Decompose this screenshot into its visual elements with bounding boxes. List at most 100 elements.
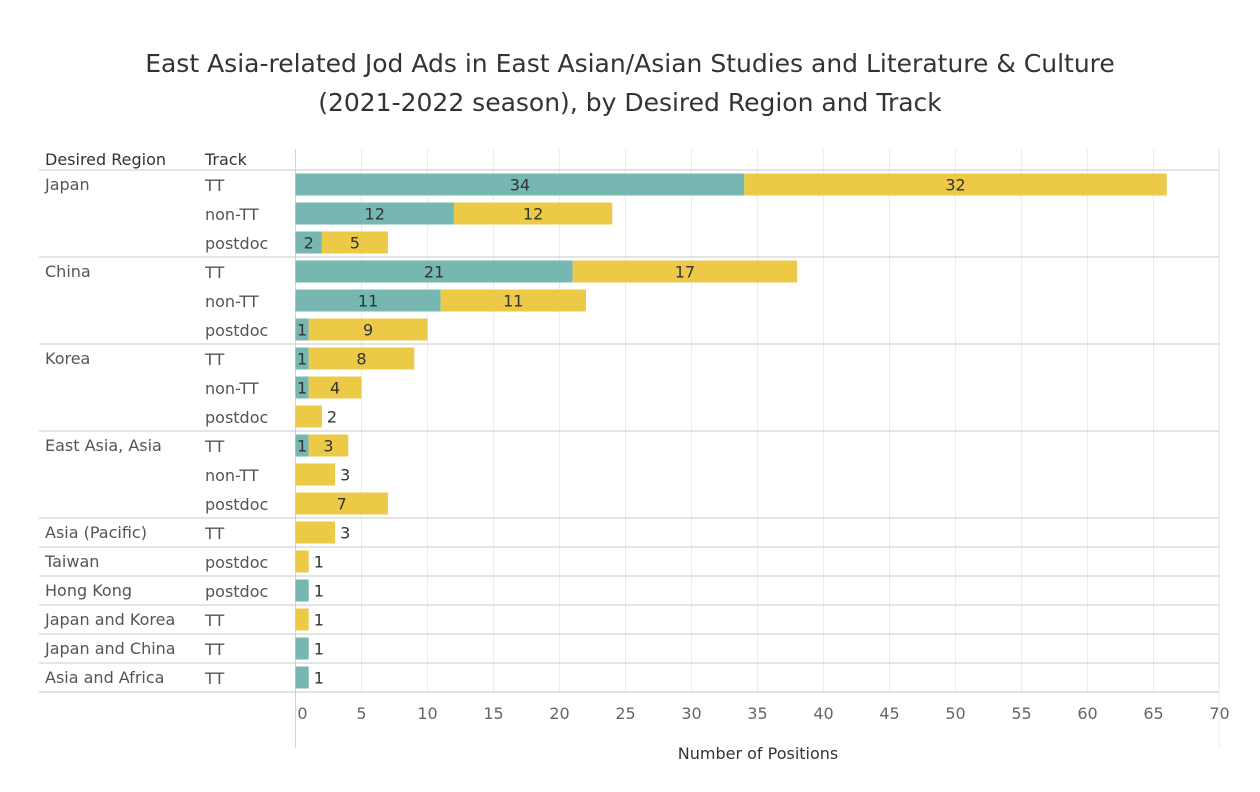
bar-segment-teal [295, 666, 309, 689]
region-label: Japan [44, 175, 90, 194]
bar-value-label: 1 [314, 582, 324, 601]
bar-segment-yellow [308, 434, 349, 457]
bar-segment-yellow [295, 405, 322, 428]
track-label: TT [204, 640, 224, 659]
track-label: postdoc [205, 495, 268, 514]
bar-segment-teal [295, 579, 309, 602]
x-tick-label: 70 [1209, 704, 1229, 723]
bar-segment-teal [295, 318, 309, 341]
region-label: Japan and China [44, 639, 176, 658]
x-tick-label: 15 [483, 704, 503, 723]
bar-segment-teal [295, 173, 745, 196]
track-label: non-TT [205, 292, 259, 311]
bar-segment-teal [295, 202, 454, 225]
bar-segment-teal [295, 347, 309, 370]
bar-value-label: 5 [350, 234, 360, 253]
bar-value-label: 1 [314, 669, 324, 688]
bar-value-label: 1 [297, 379, 307, 398]
bar-value-label: 2 [304, 234, 314, 253]
x-tick-label: 60 [1077, 704, 1097, 723]
bar-value-label: 1 [314, 640, 324, 659]
bar-value-label: 1 [314, 553, 324, 572]
bar-segment-yellow [295, 608, 309, 631]
bar-value-label: 1 [297, 437, 307, 456]
track-label: TT [204, 437, 224, 456]
x-tick-label: 45 [879, 704, 899, 723]
region-label: Hong Kong [45, 581, 132, 600]
x-tick-label: 35 [747, 704, 767, 723]
bar-value-label: 1 [297, 321, 307, 340]
bar-value-label: 1 [314, 611, 324, 630]
track-label: non-TT [205, 379, 259, 398]
bar-segment-yellow [572, 260, 798, 283]
bar-value-label: 17 [675, 263, 695, 282]
bar-segment-yellow [295, 463, 336, 486]
bar-segment-yellow [453, 202, 613, 225]
bar-segment-yellow [295, 550, 309, 573]
bar-segment-yellow [295, 492, 388, 515]
track-label: non-TT [205, 205, 259, 224]
track-label: TT [204, 263, 224, 282]
bar-value-label: 11 [358, 292, 378, 311]
bar-value-label: 32 [945, 176, 965, 195]
bar-segment-teal [295, 637, 309, 660]
x-tick-label: 55 [1011, 704, 1031, 723]
bar-segment-yellow [295, 521, 336, 544]
x-tick-label: 50 [945, 704, 965, 723]
bar-segment-yellow [321, 231, 388, 254]
bar-segment-yellow [308, 347, 415, 370]
bar-value-label: 12 [365, 205, 385, 224]
row-header-region: Desired Region [45, 150, 166, 169]
region-label: East Asia, Asia [45, 436, 162, 455]
x-axis-label: Number of Positions [678, 744, 839, 763]
track-label: postdoc [205, 582, 268, 601]
bar-segment-teal [295, 289, 441, 312]
x-tick-label: 25 [615, 704, 635, 723]
track-label: non-TT [205, 466, 259, 485]
bar-segment-yellow [744, 173, 1167, 196]
bar-value-label: 8 [356, 350, 366, 369]
x-tick-label: 65 [1143, 704, 1163, 723]
bar-segment-yellow [308, 318, 428, 341]
bar-segment-teal [295, 434, 309, 457]
bar-value-label: 9 [363, 321, 373, 340]
bar-value-label: 21 [424, 263, 444, 282]
bar-segment-yellow [440, 289, 586, 312]
track-label: postdoc [205, 321, 268, 340]
bar-value-label: 1 [297, 350, 307, 369]
track-label: TT [204, 176, 224, 195]
bar-value-label: 3 [323, 437, 333, 456]
region-label: Japan and Korea [44, 610, 175, 629]
track-label: TT [204, 611, 224, 630]
bar-value-label: 4 [330, 379, 340, 398]
x-tick-label: 20 [549, 704, 569, 723]
bar-value-label: 11 [503, 292, 523, 311]
region-label: Taiwan [44, 552, 99, 571]
x-tick-label: 30 [681, 704, 701, 723]
bar-segment-teal [295, 231, 322, 254]
region-label: Asia (Pacific) [45, 523, 147, 542]
track-label: postdoc [205, 234, 268, 253]
bar-value-label: 34 [510, 176, 530, 195]
x-tick-label: 0 [297, 704, 307, 723]
bar-value-label: 3 [340, 524, 350, 543]
bar-value-label: 3 [340, 466, 350, 485]
track-label: postdoc [205, 553, 268, 572]
row-header-track: Track [204, 150, 248, 169]
bar-segment-teal [295, 376, 309, 399]
track-label: TT [204, 669, 224, 688]
x-tick-label: 10 [417, 704, 437, 723]
bar-segment-teal [295, 260, 573, 283]
region-label: Korea [45, 349, 90, 368]
track-label: postdoc [205, 408, 268, 427]
region-label: Asia and Africa [45, 668, 164, 687]
bar-value-label: 12 [523, 205, 543, 224]
track-label: TT [204, 524, 224, 543]
bar-value-label: 7 [337, 495, 347, 514]
chart-title: East Asia-related Jod Ads in East Asian/… [145, 49, 1115, 117]
track-label: TT [204, 350, 224, 369]
region-label: China [45, 262, 91, 281]
x-tick-label: 5 [356, 704, 366, 723]
bar-segment-yellow [308, 376, 362, 399]
